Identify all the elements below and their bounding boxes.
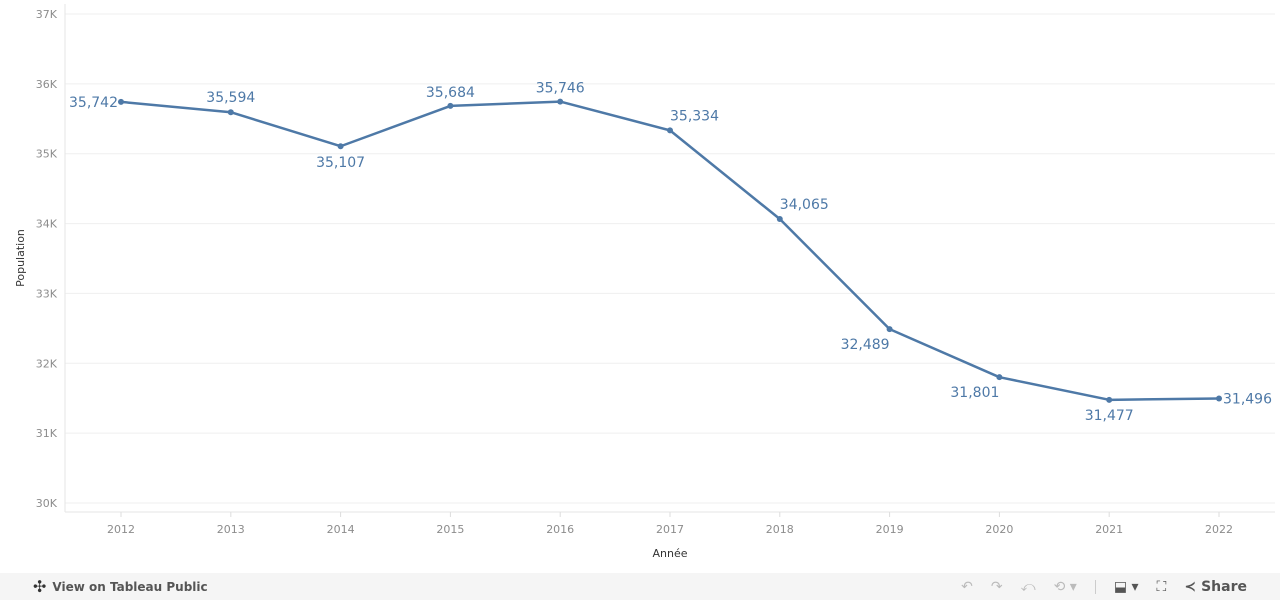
- data-point[interactable]: [337, 143, 344, 150]
- data-label: 35,107: [316, 155, 365, 171]
- data-label: 35,334: [670, 108, 719, 124]
- refresh-icon[interactable]: ⟲ ▾: [1053, 578, 1077, 595]
- x-tick-label: 2022: [1205, 523, 1233, 536]
- x-tick-label: 2015: [436, 523, 464, 536]
- x-tick-label: 2018: [766, 523, 794, 536]
- data-label: 35,746: [536, 81, 585, 97]
- data-label: 34,065: [780, 197, 829, 213]
- download-icon[interactable]: ⬓ ▾: [1113, 578, 1139, 595]
- data-point[interactable]: [1106, 396, 1113, 403]
- data-label: 35,594: [206, 90, 255, 106]
- y-tick-label: 33K: [36, 287, 58, 300]
- x-tick-label: 2014: [327, 523, 355, 536]
- x-tick-label: 2017: [656, 523, 684, 536]
- y-tick-label: 37K: [36, 8, 58, 21]
- data-point[interactable]: [447, 102, 454, 109]
- data-label: 31,496: [1223, 391, 1272, 407]
- x-axis-title: Année: [652, 547, 687, 560]
- y-tick-label: 36K: [36, 78, 58, 91]
- data-point[interactable]: [118, 98, 124, 105]
- x-tick-label: 2019: [876, 523, 904, 536]
- x-tick-label: 2013: [217, 523, 245, 536]
- data-label: 31,477: [1085, 408, 1134, 424]
- y-tick-label: 30K: [36, 497, 58, 510]
- fullscreen-icon[interactable]: ⛶: [1156, 578, 1167, 595]
- x-tick-label: 2021: [1095, 523, 1123, 536]
- tableau-logo-icon: ✣: [33, 577, 47, 596]
- share-icon: ≺: [1184, 578, 1197, 595]
- data-label: 31,801: [950, 385, 999, 401]
- data-point[interactable]: [1216, 395, 1222, 402]
- data-point[interactable]: [996, 374, 1003, 381]
- data-point[interactable]: [227, 109, 234, 116]
- data-point[interactable]: [667, 127, 673, 134]
- data-label: 32,489: [841, 337, 890, 353]
- y-tick-label: 35K: [36, 148, 58, 161]
- y-axis-title: Population: [14, 229, 27, 287]
- toolbar-divider: [1094, 579, 1096, 594]
- tableau-toolbar: ✣ View on Tableau Public ↶ ↷ ⤺ ⟲ ▾ ⬓ ▾ ⛶…: [0, 573, 1280, 600]
- undo-icon[interactable]: ↶: [961, 578, 973, 595]
- data-point[interactable]: [557, 98, 564, 105]
- data-point[interactable]: [776, 216, 783, 223]
- data-label: 35,742: [69, 95, 118, 111]
- view-on-tableau-public-link[interactable]: ✣ View on Tableau Public: [33, 577, 208, 596]
- y-tick-label: 32K: [36, 357, 58, 370]
- data-label: 35,684: [426, 85, 475, 101]
- population-line: [120, 100, 1220, 402]
- x-tick-label: 2012: [107, 523, 135, 536]
- data-point[interactable]: [886, 326, 893, 333]
- x-tick-label: 2016: [546, 523, 574, 536]
- revert-icon[interactable]: ⤺: [1020, 578, 1036, 595]
- share-button[interactable]: ≺ Share: [1184, 578, 1247, 595]
- y-tick-label: 34K: [36, 218, 58, 231]
- y-tick-label: 31K: [36, 427, 58, 440]
- line-chart: 30K 31K 32K 33K 34K 35K 36K 37K 2012 2013 2014 201…: [14, 4, 1275, 560]
- redo-icon[interactable]: ↷: [990, 578, 1003, 595]
- x-tick-label: 2020: [985, 523, 1013, 536]
